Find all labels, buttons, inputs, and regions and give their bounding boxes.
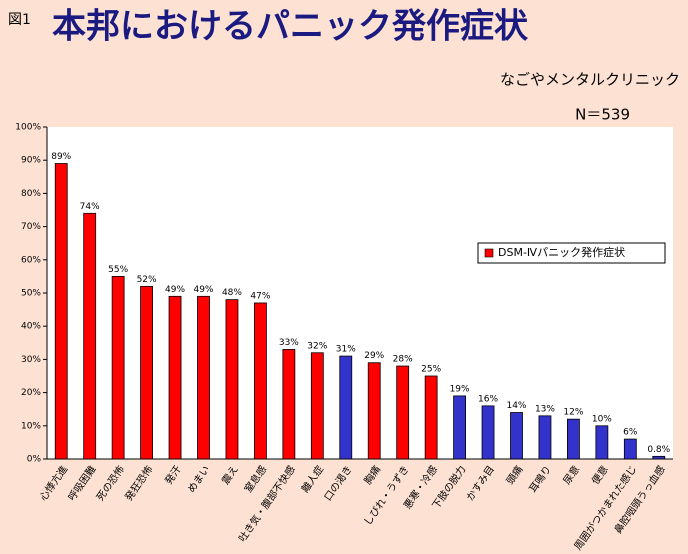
value-label: 33% bbox=[279, 338, 299, 348]
bar bbox=[595, 425, 609, 460]
x-tick-label: 震え bbox=[220, 464, 241, 487]
bar bbox=[197, 295, 210, 460]
y-tick-label: 40% bbox=[21, 322, 41, 332]
bar bbox=[225, 299, 239, 460]
bar bbox=[453, 395, 466, 460]
bar bbox=[481, 405, 495, 460]
value-label: 89% bbox=[51, 152, 71, 162]
bar bbox=[652, 455, 666, 460]
x-tick-label: 鼻腔咽頭うっ血感 bbox=[611, 463, 668, 536]
bar bbox=[111, 275, 125, 460]
value-label: 14% bbox=[506, 401, 526, 411]
x-tick-label: かすみ目 bbox=[464, 464, 497, 504]
y-tick-label: 80% bbox=[21, 189, 41, 199]
value-label: 49% bbox=[193, 285, 213, 295]
legend-label: DSM-Ⅳパニック発作症状 bbox=[498, 245, 625, 259]
x-tick-label: めまい bbox=[185, 464, 212, 495]
bar bbox=[282, 349, 296, 460]
value-label: 32% bbox=[307, 341, 327, 351]
x-tick-label: 口の渇き bbox=[322, 464, 355, 504]
x-tick-label: 離人症 bbox=[298, 463, 326, 495]
value-label: 28% bbox=[393, 355, 413, 365]
legend-swatch bbox=[484, 248, 494, 258]
y-tick-label: 10% bbox=[21, 421, 41, 431]
y-tick-label: 50% bbox=[21, 289, 41, 299]
x-tick-label: 発汗 bbox=[162, 463, 184, 487]
bar bbox=[538, 415, 552, 460]
x-tick-label: 窒息感 bbox=[241, 463, 269, 495]
sample-size: N＝539 bbox=[575, 106, 630, 124]
bar bbox=[367, 362, 381, 460]
value-label: 29% bbox=[364, 351, 384, 361]
bar bbox=[254, 302, 267, 460]
y-tick-label: 90% bbox=[21, 156, 41, 166]
value-label: 47% bbox=[250, 291, 270, 301]
bar bbox=[424, 375, 438, 460]
y-tick-label: 30% bbox=[21, 355, 41, 365]
x-tick-label: 便意 bbox=[589, 463, 611, 487]
y-tick-label: 20% bbox=[21, 388, 41, 398]
x-tick-label: 耳鳴り bbox=[526, 463, 554, 495]
bar bbox=[567, 418, 580, 460]
value-label: 49% bbox=[165, 285, 185, 295]
y-tick-label: 0% bbox=[27, 455, 42, 465]
value-label: 48% bbox=[222, 288, 242, 298]
bar bbox=[140, 285, 153, 460]
bar bbox=[54, 163, 68, 460]
bar bbox=[510, 412, 523, 460]
bar bbox=[396, 365, 410, 460]
value-label: 52% bbox=[137, 275, 157, 285]
value-label: 6% bbox=[623, 428, 638, 438]
value-label: 74% bbox=[80, 202, 100, 212]
value-label: 31% bbox=[336, 345, 356, 355]
subtitle: なごやメンタルクリニック bbox=[500, 71, 680, 89]
value-label: 19% bbox=[450, 384, 470, 394]
value-label: 55% bbox=[108, 265, 128, 275]
x-tick-label: 胸痛 bbox=[361, 463, 383, 487]
bar bbox=[310, 352, 324, 460]
bar bbox=[623, 438, 637, 460]
y-tick-label: 70% bbox=[21, 222, 41, 232]
x-tick-label: 死の恐怖 bbox=[93, 463, 127, 503]
figure-label: 図1 bbox=[8, 12, 31, 28]
x-tick-label: 発狂恐怖 bbox=[122, 463, 156, 503]
legend-box bbox=[477, 242, 666, 264]
x-tick-label: 吐き気・腹部不快感 bbox=[236, 463, 298, 544]
y-tick-label: 60% bbox=[21, 255, 41, 265]
bar bbox=[339, 355, 353, 460]
chart-title: 本邦におけるパニック発作症状 bbox=[52, 7, 529, 47]
value-label: 16% bbox=[478, 394, 498, 404]
value-label: 12% bbox=[563, 408, 583, 418]
x-tick-label: 尿意 bbox=[560, 463, 582, 487]
value-label: 25% bbox=[421, 365, 441, 375]
value-label: 10% bbox=[592, 414, 612, 424]
x-tick-label: 呼吸困難 bbox=[65, 463, 99, 503]
x-tick-label: 頭痛 bbox=[503, 463, 525, 487]
y-tick-label: 100% bbox=[15, 123, 41, 133]
value-label: 13% bbox=[535, 404, 555, 414]
bar bbox=[83, 212, 97, 460]
bar bbox=[168, 295, 182, 460]
value-label: 0.8% bbox=[647, 445, 670, 455]
x-tick-label: 心悸亢進 bbox=[37, 463, 71, 503]
